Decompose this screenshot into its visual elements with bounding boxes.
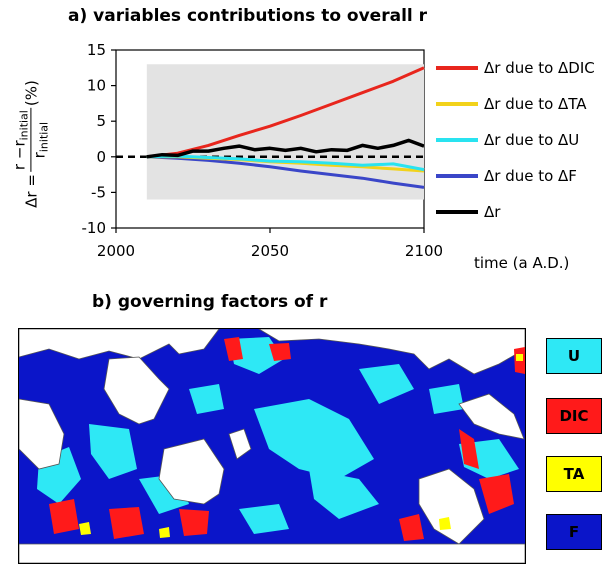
ta-dominated-regions	[79, 354, 523, 538]
legend-box-u-label: U	[567, 347, 581, 365]
series-line-3	[146, 155, 425, 189]
panel-b-title: b) governing factors of r	[92, 292, 328, 312]
legend-box-f-label: F	[568, 523, 580, 541]
y-tick-label: 0	[96, 148, 106, 166]
legend-label-1: Δr due to ΔTA	[484, 95, 587, 113]
panel-a-title: a) variables contributions to overall r	[68, 6, 428, 26]
legend-box-f: F	[546, 514, 602, 550]
series-line-0	[146, 66, 425, 159]
x-axis-label: time (a A.D.)	[474, 254, 570, 272]
legend-label-2: Δr due to ΔU	[484, 131, 579, 149]
dic-dominated-regions	[49, 337, 525, 541]
legend-box-dic: DIC	[546, 398, 602, 434]
y-tick-label: -10	[82, 219, 107, 237]
legend-box-dic-label: DIC	[559, 407, 589, 425]
legend-box-ta-label: TA	[563, 465, 585, 483]
legend-label-3: Δr due to ΔF	[484, 167, 577, 185]
series-line-2	[146, 154, 425, 172]
land-masses	[19, 329, 525, 563]
legend-label-0: Δr due to ΔDIC	[484, 59, 595, 77]
line-chart: 15 10 5 0 -5 -10 2000 2050 2100 Δr due to ΔDIC Δr …	[82, 41, 595, 260]
x-tick-label: 2050	[251, 242, 289, 260]
legend-label-4: Δr	[484, 203, 501, 221]
x-tick-label: 2000	[97, 242, 135, 260]
y-tick-label: 5	[96, 112, 106, 130]
governing-factors-map	[18, 328, 526, 564]
y-tick-label: 15	[87, 41, 106, 59]
legend-box-ta: TA	[546, 456, 602, 492]
y-tick-label: 10	[87, 77, 106, 95]
legend-box-u: U	[546, 338, 602, 374]
x-tick-label: 2100	[405, 242, 443, 260]
series-line-4	[146, 138, 425, 159]
y-tick-label: -5	[91, 183, 106, 201]
